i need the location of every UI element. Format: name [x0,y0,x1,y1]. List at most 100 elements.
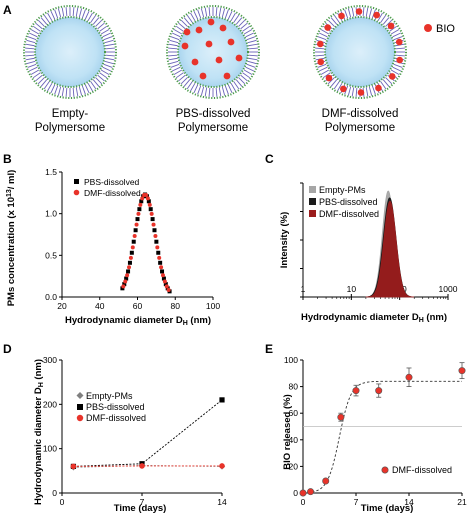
pbs-polymersome-icon [166,5,260,99]
y-tick-label: 0 [293,488,298,498]
dmf-point [121,284,126,289]
dmf-point [307,488,315,496]
pbs-point [131,239,136,244]
membrane-tail [224,9,229,19]
dmf-point [128,255,133,260]
panel-c-chart: 1101001000 Empty-PMs PBS-dissolved DMF-d… [279,182,458,324]
dmf-point [123,279,128,284]
membrane-tail [371,85,376,95]
legend-label-pbs: PBS-dissolved [86,402,145,412]
pbs-point [154,239,159,244]
membrane-tail [248,54,258,57]
membrane-tail [227,84,233,93]
legend-marker-empty [76,392,84,399]
dmf-point [299,489,307,497]
membrane-tail [61,7,65,17]
membrane-tail [168,47,178,50]
dmf-point [337,413,345,421]
dmf-polymersome-icon [313,5,407,99]
legend-label-dmf: DMF-dissolved [319,209,379,219]
membrane-tail [27,63,37,68]
membrane-tail [72,7,75,17]
membrane-tail [25,57,35,61]
membrane-tail [180,77,188,85]
membrane-tail [208,7,211,17]
membrane-tail [215,87,218,97]
pbs-point [127,260,132,265]
membrane-tail [40,17,48,25]
membrane-tail [87,82,93,92]
membrane-tail [61,87,65,97]
bio-dot [227,38,235,46]
pbs-point [219,397,225,403]
membrane-tail [200,86,205,96]
x-tick-label: 1 [301,284,306,294]
bio-dot [396,56,403,64]
membrane-tail [368,86,373,96]
membrane-tail [105,57,115,61]
legend-label-empty: Empty-PMs [86,391,133,401]
membrane-tail [172,32,181,38]
dmf-point [352,387,360,395]
dmf-point [149,211,154,216]
membrane-tail [97,74,105,82]
membrane-tail [380,14,387,23]
membrane-tail [183,79,191,87]
membrane-tail [242,72,251,79]
membrane-tail [204,7,208,17]
membrane-tail [25,43,35,47]
legend-marker-dmf [73,189,80,196]
panel-e-xlabel: Time (days) [361,503,414,514]
membrane-tail [218,7,222,17]
empty-polymersome-icon [23,5,117,99]
membrane-tail [170,36,180,41]
membrane-tail [37,77,45,85]
membrane-tail [40,79,48,87]
membrane-tail [240,22,248,30]
panel-d-xlabel: Time (days) [114,503,167,514]
membrane-tail [242,25,251,32]
membrane-tail [218,87,222,97]
membrane-tail [248,43,258,47]
legend-swatch-empty [309,186,316,193]
y-tick-label: 20 [289,461,299,471]
bio-dot [340,85,347,93]
membrane-tail [26,39,36,44]
membrane-tail [246,36,256,41]
membrane-tail [32,72,41,79]
membrane-tail [30,29,40,35]
legend-marker-dmf [381,466,389,474]
bio-dot [325,74,333,82]
membrane-tail [238,77,246,85]
membrane-tail [385,77,393,85]
membrane-tail [102,66,111,72]
membrane-tail [30,69,40,75]
membrane-tail [25,54,35,57]
x-tick-label: 7 [140,497,145,507]
dmf-point [155,245,160,250]
membrane-tail [355,87,358,97]
membrane-tail [84,84,90,93]
membrane-tail [173,69,183,75]
membrane-tail [227,11,233,20]
membrane-tail [351,87,355,97]
panel-e-legend: DMF-dissolved [381,465,452,475]
x-tick-label: 1000 [439,284,458,294]
membrane-tail [393,36,403,41]
membrane-tail [393,63,403,68]
panel-c-ylabel: Intensity (%) [279,212,290,268]
membrane-tail [102,32,111,38]
membrane-tail [327,77,335,85]
membrane-tail [235,17,243,25]
membrane-tail [362,7,365,17]
membrane-tail [29,32,38,38]
panel-label-c: C [265,152,274,166]
membrane-tail [233,14,240,23]
dmf-point [405,373,413,381]
pbs-point [120,286,125,291]
membrane-tail [100,69,110,75]
pbs-point [152,228,157,233]
membrane-tail [104,60,114,65]
caption-empty-line1: Empty- [52,108,89,120]
membrane-tail [315,47,325,50]
